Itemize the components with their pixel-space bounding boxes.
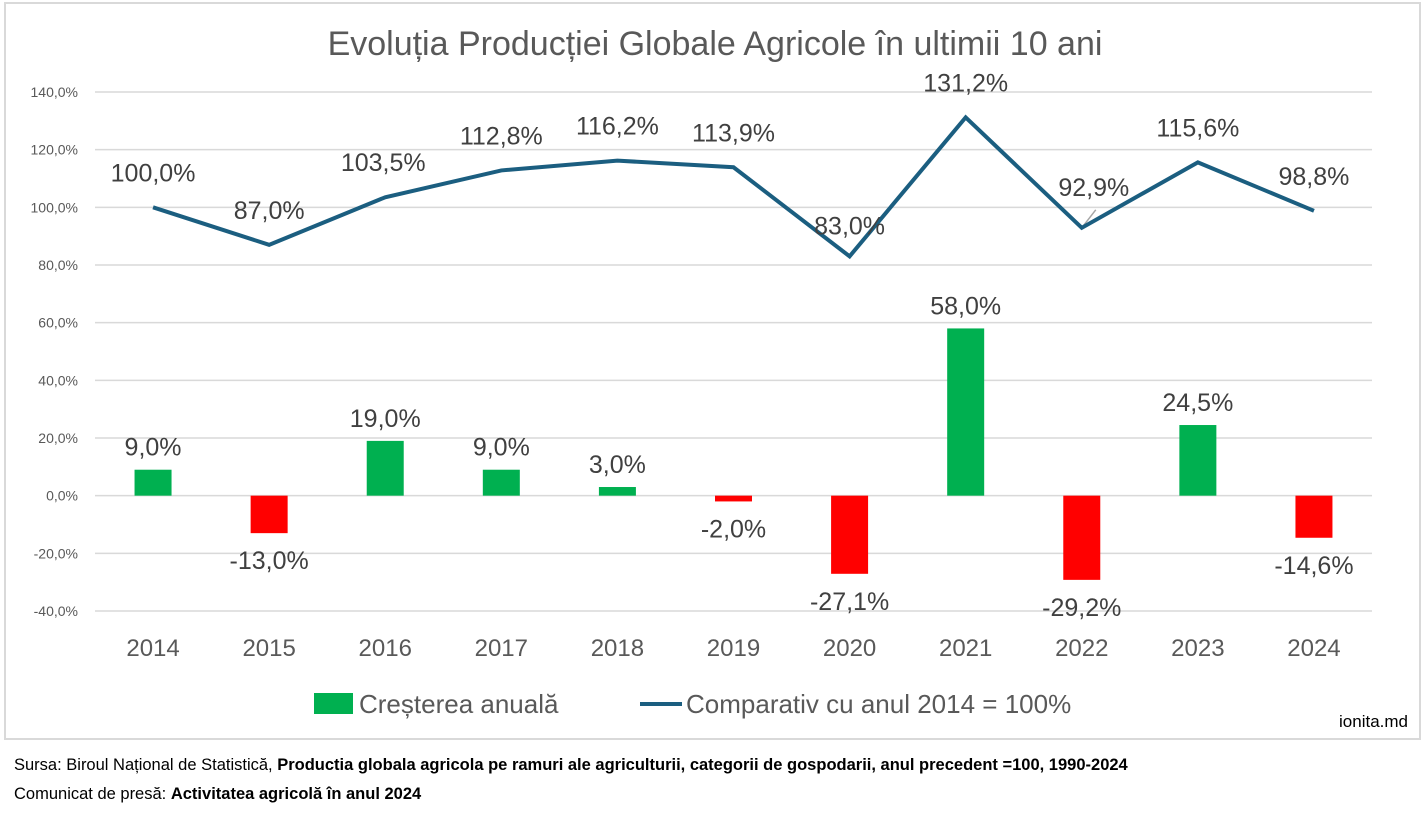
line-data-label: 103,5% [341,149,426,177]
bar [715,495,752,502]
legend-label-bar: Creșterea anuală [359,689,559,719]
source-prefix: Sursa: Biroul Național de Statistică, [14,756,278,774]
press-release-title: Activitatea agricolă în anul 2024 [170,785,422,803]
x-tick-label: 2021 [939,635,992,662]
chart-frame [4,2,1421,740]
line-data-label: 87,0% [234,197,305,225]
bar-data-label: -14,6% [1274,552,1353,580]
legend-label-line: Comparativ cu anul 2014 = 100% [686,689,1071,719]
bar-data-label: -27,1% [810,588,889,616]
legend-swatch-bar [314,693,353,714]
bar-data-label: 58,0% [930,292,1001,320]
line-data-label: 83,0% [814,212,885,240]
x-tick-label: 2023 [1171,635,1224,662]
x-tick-label: 2018 [591,635,644,662]
y-axis-ticks: -40,0% -20,0% 0,0% 20,0% 40,0% 60,0% 80,0% 100,… [31,84,78,619]
x-tick-label: 2015 [242,635,295,662]
press-release-prefix: Comunicat de presă: [14,785,171,803]
chart-svg: Evoluția Producției Globale Agricole în … [31,25,1408,731]
gridlines [95,91,1372,612]
x-tick-label: 2017 [475,635,528,662]
x-tick-label: 2014 [126,635,179,662]
line-data-label: 98,8% [1279,163,1350,191]
y-tick-label: 40,0% [38,372,78,388]
bar-data-label: -29,2% [1042,594,1121,622]
line-data-label: 115,6% [1156,114,1239,142]
line-data-label: 100,0% [111,159,196,187]
y-tick-label: 20,0% [38,430,78,446]
line-path [152,114,1315,260]
bar-data-label: -13,0% [230,547,309,575]
bar-data-label: 9,0% [125,434,182,462]
bar-data-label: -2,0% [701,515,766,543]
x-tick-label: 2022 [1055,635,1108,662]
line-data-label: 92,9% [1058,174,1129,202]
y-tick-label: -20,0% [34,545,78,561]
bar [831,495,869,574]
source-line: Sursa: Biroul Național de Statistică, Pr… [14,756,1128,775]
y-tick-label: -40,0% [34,603,78,619]
watermark: ionita.md [1339,712,1408,731]
line-data-label: 113,9% [692,119,775,147]
line-data-label: 131,2% [923,69,1008,97]
bar [134,469,172,496]
x-axis-ticks: 2014 2015 2016 2017 2018 2019 2020 2021 2022 2023… [126,635,1340,662]
bar-data-label: 9,0% [473,434,530,462]
chart-title: Evoluția Producției Globale Agricole în … [328,25,1103,63]
bar-series [134,328,1333,580]
bar [366,440,404,496]
line-data-label: 112,8% [460,122,543,150]
bar-data-label: 19,0% [350,405,421,433]
line-data-label: 116,2% [576,113,659,141]
line-series [152,114,1315,260]
bar-data-label: 3,0% [589,451,646,479]
y-tick-label: 140,0% [31,84,78,100]
bar-data-label: 24,5% [1162,389,1233,417]
y-tick-label: 0,0% [46,488,78,504]
x-tick-label: 2020 [823,635,876,662]
x-tick-label: 2016 [359,635,412,662]
bar [1295,495,1333,538]
bar [947,328,985,496]
y-tick-label: 100,0% [31,199,78,215]
bar [1179,425,1217,496]
x-tick-label: 2019 [707,635,760,662]
y-tick-label: 80,0% [38,257,78,273]
bar [482,469,520,496]
x-tick-label: 2024 [1287,635,1340,662]
y-tick-label: 120,0% [31,142,78,158]
y-tick-label: 60,0% [38,315,78,331]
source-title: Productia globala agricola pe ramuri ale… [277,756,1128,774]
bar [250,495,288,534]
bar [598,487,636,496]
press-release-line: Comunicat de presă: Activitatea agricolă… [14,785,421,804]
legend: Creșterea anuală Comparativ cu anul 2014… [314,689,1071,719]
bar [1063,495,1101,580]
data-labels: 9,0% -13,0% 19,0% 9,0% 3,0% -2,0% -27,1% 58,0% -… [111,69,1354,621]
